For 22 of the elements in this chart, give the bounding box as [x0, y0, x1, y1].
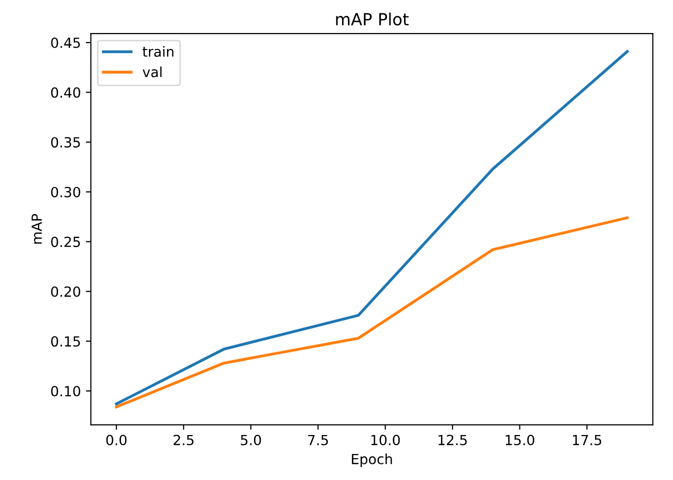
- x-tick-label: 17.5: [573, 434, 602, 446]
- x-tick-label: 5.0: [240, 434, 261, 446]
- x-axis-title: Epoch: [352, 454, 392, 467]
- line-series: [115, 216, 629, 408]
- y-tick-label: 0.25: [51, 236, 80, 248]
- y-tick-label: 0.15: [51, 336, 80, 347]
- x-tick-label: 15.0: [506, 434, 534, 446]
- x-tick-label: 7.5: [308, 434, 328, 446]
- y-tick-label: 0.30: [51, 186, 80, 198]
- y-tick-label: 0.20: [51, 286, 80, 297]
- y-tick-label: 0.10: [51, 386, 80, 396]
- y-tick-label: 0.40: [51, 87, 80, 98]
- x-tick-label: 12.5: [438, 434, 467, 446]
- x-tick-label: 0.0: [106, 434, 127, 446]
- chart-title: mAP Plot: [336, 12, 409, 26]
- y-tick-label: 0.35: [51, 137, 80, 148]
- legend-label: train: [142, 46, 174, 57]
- legend-label: val: [142, 66, 162, 78]
- x-tick-label: 2.5: [174, 434, 194, 446]
- x-tick-label: 10.0: [371, 434, 400, 446]
- y-tick-label: 0.45: [51, 38, 80, 48]
- y-axis-title: mAP: [32, 214, 42, 244]
